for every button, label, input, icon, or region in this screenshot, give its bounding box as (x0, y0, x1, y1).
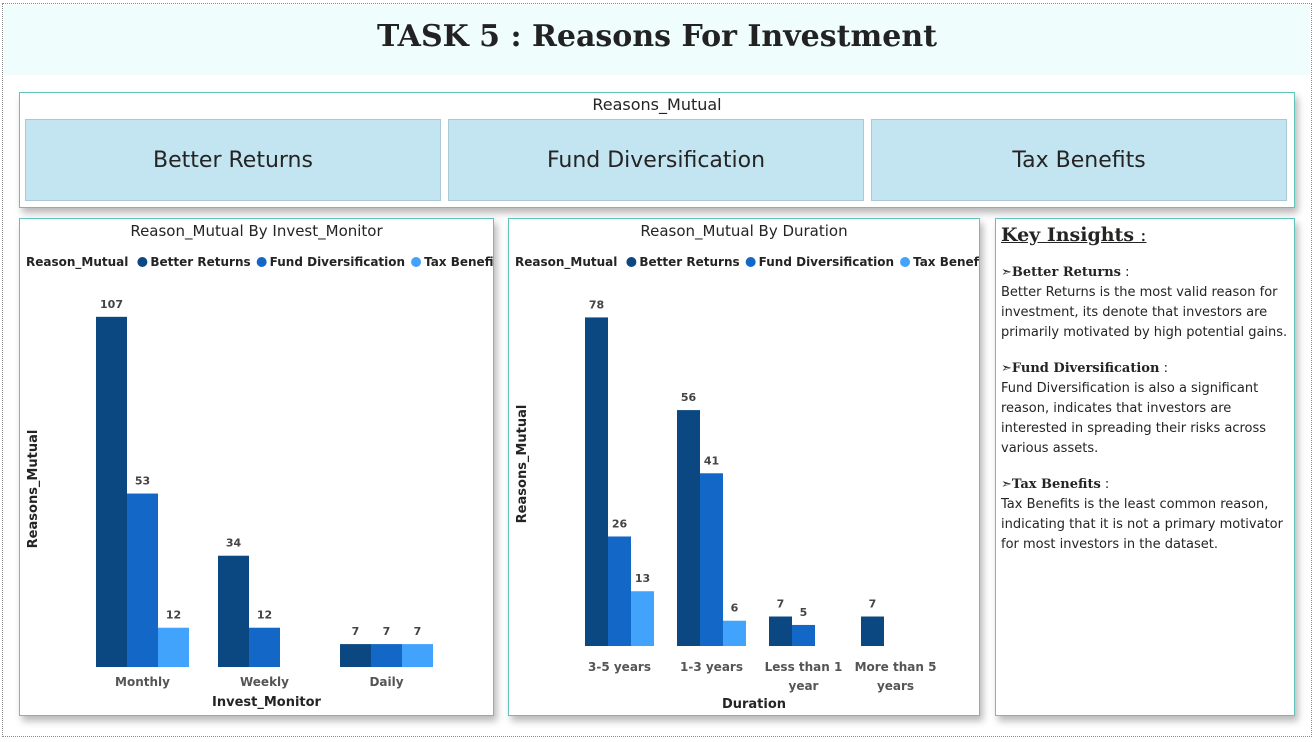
insight-heading: Better Returns (1011, 265, 1121, 280)
data-label-daily-tax-benefits: 7 (414, 625, 422, 638)
x-tick-label-more-than-5-years: More than 5 years (855, 660, 937, 693)
data-label-daily-fund-diversification: 7 (383, 625, 391, 638)
y-axis-title: Reasons_Mutual (26, 430, 41, 549)
bar-monthly-tax-benefits (158, 627, 189, 667)
data-label-monthly-tax-benefits: 12 (166, 609, 181, 622)
insight-heading: Tax Benefits (1011, 477, 1101, 492)
legend-title: Reason_Mutual (26, 255, 128, 270)
x-axis-title: Invest_Monitor (212, 695, 322, 710)
x-tick-label-1-3-years: 1-3 years (680, 660, 743, 674)
bar-3-5-years-better-returns (585, 317, 608, 646)
x-tick-label-3-5-years: 3-5 years (588, 660, 651, 674)
page-title: TASK 5 : Reasons For Investment (376, 19, 937, 54)
legend-item-tax-benefits: Tax Benefits (913, 255, 979, 269)
chart-invest-monitor-panel: Reason_Mutual By Invest_Monitor Reason_Mu… (19, 218, 494, 716)
data-label-daily-better-returns: 7 (352, 625, 360, 638)
chart-title: Reason_Mutual By Duration (640, 222, 847, 241)
key-insights: Key Insights : ➣Better Returns : Better … (1001, 225, 1291, 571)
bar-monthly-better-returns (96, 316, 127, 667)
data-label-1-3-years-fund-diversification: 41 (704, 454, 719, 467)
bar-daily-tax-benefits (402, 644, 433, 667)
bar-less-than-1-year-better-returns (769, 616, 792, 646)
legend-marker-fund-diversification (256, 257, 267, 267)
insights-title-text: Key Insights (1001, 224, 1135, 246)
chart-title: Reason_Mutual By Invest_Monitor (130, 222, 383, 241)
x-axis-title: Duration (722, 697, 786, 712)
data-label-3-5-years-tax-benefits: 13 (635, 572, 650, 585)
x-tick-label-less-than-1-year: Less than 1 year (765, 660, 843, 693)
title-band: TASK 5 : Reasons For Investment (4, 5, 1310, 75)
data-label-monthly-better-returns: 107 (100, 298, 123, 311)
legend-marker-tax-benefits (900, 257, 911, 267)
insights-title-suffix: : (1134, 224, 1147, 246)
bullet-arrow-icon: ➣ (1001, 477, 1012, 492)
chart-invest-monitor: Reason_Mutual By Invest_MonitorReason_Mu… (26, 222, 493, 710)
bullet-arrow-icon: ➣ (1001, 265, 1012, 280)
data-label-less-than-1-year-fund-diversification: 5 (800, 606, 808, 619)
chart-duration: Reason_Mutual By Duration Reason_Mutual Be… (515, 222, 979, 712)
x-tick-label-weekly: Weekly (240, 675, 289, 689)
data-label-more-than-5-years-better-returns: 7 (869, 598, 877, 611)
key-insights-panel: Key Insights : ➣Better Returns : Better … (995, 218, 1295, 716)
legend-item-fund-diversification: Fund Diversification (759, 255, 894, 269)
legend-title: Reason_Mutual (515, 255, 617, 270)
slicer-tile-fund-diversification[interactable]: Fund Diversification (448, 119, 864, 201)
chart-duration-panel: Reason_Mutual By Duration Reason_Mutual Be… (508, 218, 980, 716)
x-tick-label-monthly: Monthly (115, 675, 170, 689)
bar-monthly-fund-diversification (127, 493, 158, 667)
data-label-1-3-years-tax-benefits: 6 (731, 602, 739, 615)
insight-text: Better Returns is the most valid reason … (1001, 285, 1288, 340)
bar-1-3-years-tax-benefits (723, 620, 746, 646)
insight-text: Fund Diversification is also a significa… (1001, 381, 1267, 456)
insight-fund-diversification: ➣Fund Diversification : Fund Diversifica… (1001, 359, 1291, 459)
bar-daily-better-returns (340, 644, 371, 667)
insight-tax-benefits: ➣Tax Benefits : Tax Benefits is the leas… (1001, 475, 1291, 555)
data-label-1-3-years-better-returns: 56 (681, 391, 697, 404)
bar-1-3-years-better-returns (677, 410, 700, 646)
insight-heading: Fund Diversification (1011, 361, 1160, 376)
bar-weekly-fund-diversification (249, 627, 280, 667)
slicer-title: Reasons_Mutual (592, 95, 722, 114)
insight-sep: : (1120, 265, 1130, 280)
insight-sep: : (1100, 477, 1110, 492)
insights-title: Key Insights : (1001, 225, 1291, 245)
bar-3-5-years-tax-benefits (631, 591, 654, 646)
insight-better-returns: ➣Better Returns : Better Returns is the … (1001, 263, 1291, 343)
legend-item-tax-benefits: Tax Benefits (424, 255, 493, 269)
legend-item-better-returns: Better Returns (639, 255, 739, 269)
data-label-monthly-fund-diversification: 53 (135, 475, 150, 488)
data-label-weekly-fund-diversification: 12 (257, 609, 272, 622)
reasons-slicer: Reasons_Mutual Better Returns Fund Diver… (19, 92, 1295, 208)
bar-3-5-years-fund-diversification (608, 536, 631, 646)
x-tick-label-daily: Daily (369, 675, 403, 689)
legend-item-better-returns: Better Returns (150, 255, 250, 269)
bar-less-than-1-year-fund-diversification (792, 624, 815, 646)
legend-marker-better-returns (626, 257, 637, 267)
report-frame (2, 3, 1312, 737)
slicer-tile-better-returns[interactable]: Better Returns (25, 119, 441, 201)
bar-more-than-5-years-better-returns (861, 616, 884, 646)
data-label-weekly-better-returns: 34 (226, 537, 242, 550)
legend-marker-tax-benefits (411, 257, 422, 267)
insight-text: Tax Benefits is the least common reason,… (1001, 497, 1283, 552)
bar-1-3-years-fund-diversification (700, 473, 723, 646)
data-label-3-5-years-better-returns: 78 (589, 298, 604, 311)
bar-weekly-better-returns (218, 555, 249, 667)
legend-marker-fund-diversification (745, 257, 756, 267)
bar-daily-fund-diversification (371, 644, 402, 667)
data-label-less-than-1-year-better-returns: 7 (777, 598, 785, 611)
bullet-arrow-icon: ➣ (1001, 361, 1012, 376)
data-label-3-5-years-fund-diversification: 26 (612, 517, 628, 530)
insight-sep: : (1159, 361, 1168, 376)
slicer-tile-tax-benefits[interactable]: Tax Benefits (871, 119, 1287, 201)
legend-marker-better-returns (137, 257, 148, 267)
legend-item-fund-diversification: Fund Diversification (270, 255, 405, 269)
y-axis-title: Reasons_Mutual (515, 405, 530, 524)
